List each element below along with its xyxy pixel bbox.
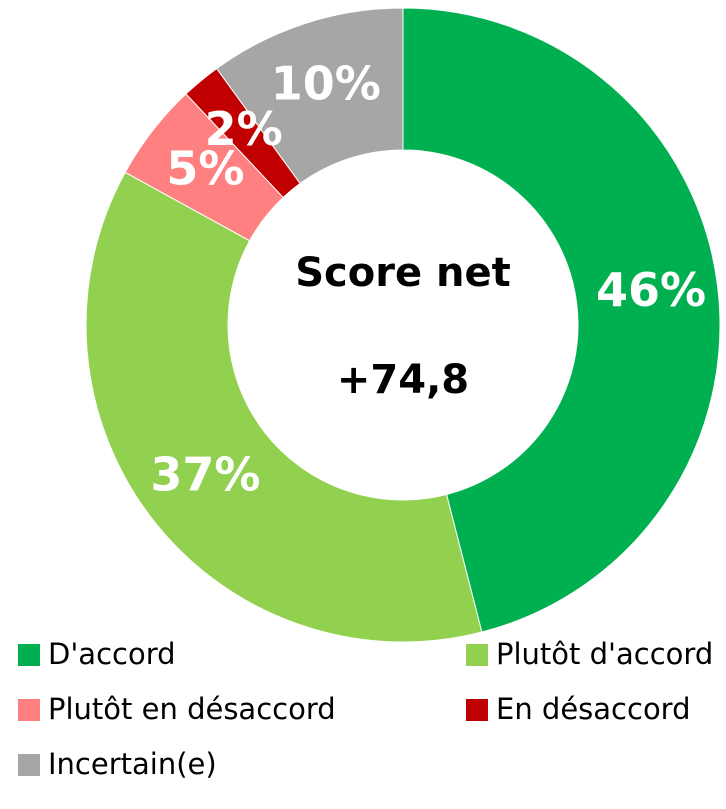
- donut-slice: [215, 7, 404, 185]
- legend-label: Plutôt en désaccord: [48, 692, 336, 726]
- legend-label: Incertain(e): [48, 747, 217, 781]
- data-label: 10%: [271, 57, 381, 111]
- data-label: 2%: [205, 102, 283, 156]
- legend-swatch: [466, 699, 488, 721]
- center-title: Score net: [295, 250, 511, 296]
- donut-slice: [402, 7, 721, 633]
- legend-swatch: [466, 644, 488, 666]
- legend-label: En désaccord: [496, 692, 691, 726]
- legend-swatch: [18, 699, 40, 721]
- data-label: 37%: [150, 448, 260, 502]
- legend-swatch: [18, 754, 40, 776]
- data-label: 46%: [596, 263, 706, 317]
- legend-label: D'accord: [48, 637, 176, 671]
- data-label: 5%: [166, 141, 244, 195]
- legend-label: Plutôt d'accord: [496, 637, 713, 671]
- center-value: +74,8: [337, 357, 469, 403]
- donut-slice: [85, 171, 483, 643]
- legend-swatch: [18, 644, 40, 666]
